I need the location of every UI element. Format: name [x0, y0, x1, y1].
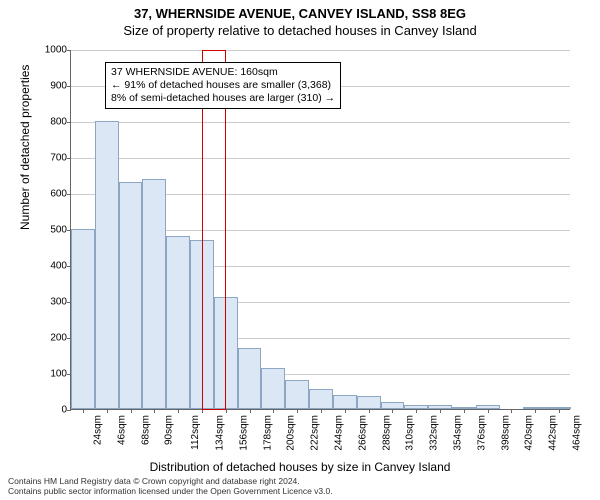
xtick-mark [511, 409, 512, 413]
histogram-bar [285, 380, 309, 409]
gridline [71, 50, 570, 51]
chart-title-main: 37, WHERNSIDE AVENUE, CANVEY ISLAND, SS8… [0, 0, 600, 21]
histogram-bar [142, 179, 166, 409]
chart-container: 37, WHERNSIDE AVENUE, CANVEY ISLAND, SS8… [0, 0, 600, 500]
ytick-label: 800 [50, 117, 67, 128]
histogram-bar [238, 348, 262, 409]
xtick-label: 24sqm [92, 415, 103, 445]
xtick-mark [297, 409, 298, 413]
ytick-label: 0 [61, 405, 67, 416]
ytick-label: 400 [50, 261, 67, 272]
xtick-mark [273, 409, 274, 413]
ytick-label: 1000 [45, 45, 67, 56]
ytick-mark [67, 86, 71, 87]
histogram-bar [214, 297, 238, 409]
annotation-line: ← 91% of detached houses are smaller (3,… [111, 79, 335, 92]
xtick-label: 310sqm [405, 415, 416, 451]
xtick-label: 68sqm [140, 415, 151, 445]
ytick-label: 700 [50, 153, 67, 164]
ytick-label: 100 [50, 369, 67, 380]
annotation-line: 37 WHERNSIDE AVENUE: 160sqm [111, 66, 335, 79]
histogram-bar [71, 229, 95, 409]
xtick-label: 222sqm [309, 415, 320, 451]
xtick-mark [559, 409, 560, 413]
attribution-line2: Contains public sector information licen… [8, 486, 333, 496]
xtick-label: 266sqm [357, 415, 368, 451]
gridline [71, 158, 570, 159]
xtick-label: 288sqm [381, 415, 392, 451]
xtick-mark [250, 409, 251, 413]
annotation-box: 37 WHERNSIDE AVENUE: 160sqm← 91% of deta… [105, 62, 341, 109]
histogram-bar [190, 240, 214, 409]
ytick-mark [67, 158, 71, 159]
ytick-label: 600 [50, 189, 67, 200]
xtick-mark [321, 409, 322, 413]
histogram-bar [333, 395, 357, 409]
histogram-bar [309, 389, 333, 409]
xtick-mark [416, 409, 417, 413]
xtick-mark [392, 409, 393, 413]
histogram-bar [166, 236, 190, 409]
xtick-mark [464, 409, 465, 413]
histogram-bar [261, 368, 285, 409]
xtick-label: 420sqm [524, 415, 535, 451]
xtick-label: 178sqm [262, 415, 273, 451]
xtick-label: 200sqm [286, 415, 297, 451]
xtick-mark [440, 409, 441, 413]
xtick-label: 46sqm [116, 415, 127, 445]
xtick-mark [154, 409, 155, 413]
xtick-mark [226, 409, 227, 413]
xtick-label: 134sqm [214, 415, 225, 451]
ytick-mark [67, 50, 71, 51]
xtick-label: 376sqm [476, 415, 487, 451]
gridline [71, 122, 570, 123]
chart-title-sub: Size of property relative to detached ho… [0, 21, 600, 38]
xtick-label: 398sqm [500, 415, 511, 451]
ytick-mark [67, 410, 71, 411]
xtick-label: 332sqm [429, 415, 440, 451]
xtick-mark [345, 409, 346, 413]
xtick-label: 464sqm [571, 415, 582, 451]
histogram-bar [95, 121, 119, 409]
x-axis-label: Distribution of detached houses by size … [0, 460, 600, 474]
ytick-label: 300 [50, 297, 67, 308]
xtick-mark [369, 409, 370, 413]
attribution-line1: Contains HM Land Registry data © Crown c… [8, 476, 333, 486]
histogram-bar [357, 396, 381, 409]
xtick-label: 90sqm [164, 415, 175, 445]
y-axis-label: Number of detached properties [18, 65, 32, 230]
xtick-label: 442sqm [548, 415, 559, 451]
xtick-mark [107, 409, 108, 413]
xtick-label: 354sqm [452, 415, 463, 451]
ytick-mark [67, 122, 71, 123]
xtick-mark [202, 409, 203, 413]
ytick-label: 200 [50, 333, 67, 344]
chart-area: 0100200300400500600700800900100024sqm46s… [70, 50, 570, 410]
xtick-mark [535, 409, 536, 413]
ytick-label: 500 [50, 225, 67, 236]
ytick-mark [67, 194, 71, 195]
xtick-label: 156sqm [238, 415, 249, 451]
xtick-mark [131, 409, 132, 413]
ytick-label: 900 [50, 81, 67, 92]
annotation-line: 8% of semi-detached houses are larger (3… [111, 92, 335, 105]
xtick-mark [488, 409, 489, 413]
xtick-label: 112sqm [190, 415, 201, 450]
xtick-mark [178, 409, 179, 413]
attribution-text: Contains HM Land Registry data © Crown c… [8, 476, 333, 496]
histogram-bar [381, 402, 405, 409]
xtick-label: 244sqm [333, 415, 344, 451]
xtick-mark [83, 409, 84, 413]
histogram-bar [119, 182, 143, 409]
